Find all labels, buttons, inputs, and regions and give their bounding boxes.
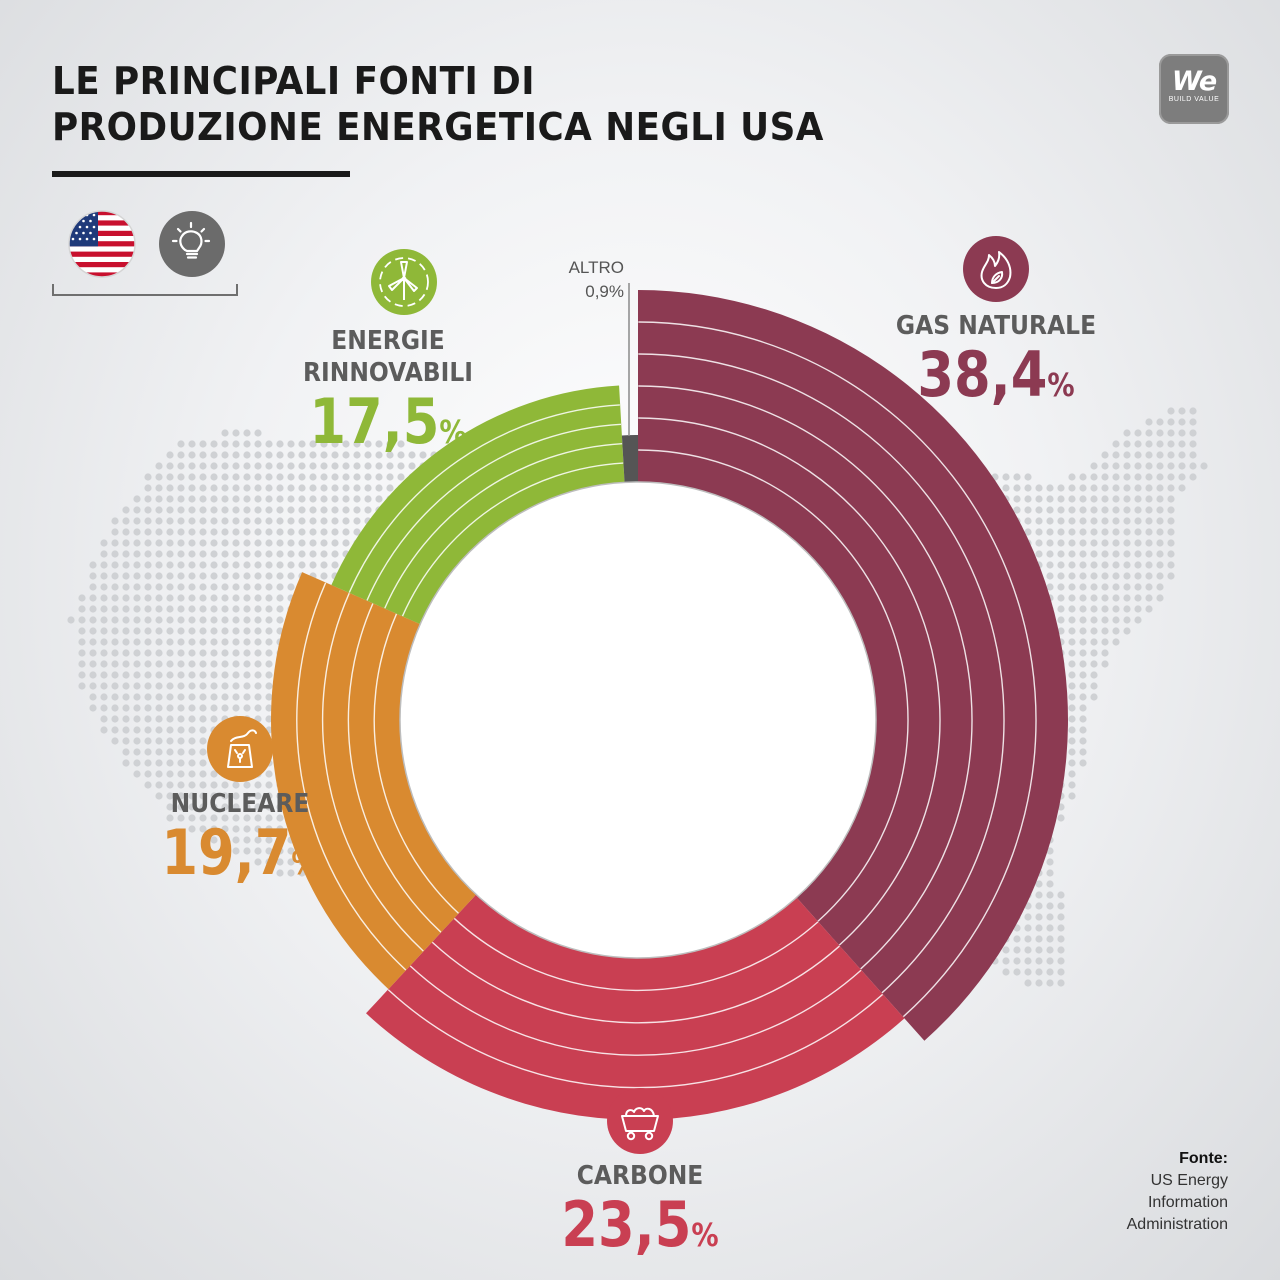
label-coal-value: 23,5 [561, 1188, 692, 1261]
source-line-1: US Energy [1150, 1172, 1228, 1189]
donut-segment-nucleare [271, 572, 477, 990]
donut-ring-line [348, 404, 620, 593]
donut-ring-line [638, 449, 909, 922]
source-line-2: Information [1147, 1194, 1228, 1211]
wind-turbine-icon [371, 249, 437, 315]
label-nuclear-name: NUCLEARE [170, 789, 310, 819]
label-renewables-value: 17,5 [309, 385, 440, 458]
donut-segment-energie-rinnovabili [331, 385, 625, 625]
donut-ring-line [384, 442, 623, 609]
label-coal-value-wrap: 23,5% [547, 1192, 734, 1268]
donut-ring-line [321, 592, 424, 952]
donut-ring-line [401, 462, 624, 617]
donut-ring-line [347, 603, 442, 933]
donut-ring-line [453, 917, 819, 992]
title-line-2: PRODUZIONE ENERGETICA NEGLI USA [52, 105, 824, 149]
label-coal-pct: % [691, 1216, 719, 1254]
source-line-3: Administration [1126, 1216, 1228, 1233]
nuclear-plant-icon [207, 716, 273, 782]
label-gas: GAS NATURALE 38,4% [868, 310, 1124, 418]
label-gas-name: GAS NATURALE [895, 311, 1097, 341]
donut-ring-line [638, 385, 973, 970]
label-renewables-pct: % [439, 413, 467, 451]
page-title: LE PRINCIPALI FONTI DI PRODUZIONE ENERGE… [52, 58, 824, 150]
label-altro-name: ALTRO [568, 258, 624, 277]
source-heading: Fonte: [1179, 1150, 1228, 1167]
donut-ring-line [638, 353, 1005, 994]
source-note: Fonte: US Energy Information Administrat… [1127, 1148, 1228, 1236]
donut-ring-line [409, 965, 862, 1056]
donut-segment-altro [621, 435, 638, 483]
title-underline [52, 171, 350, 177]
brand-logo: We BUILD VALUE [1159, 54, 1229, 124]
label-gas-value: 38,4 [917, 338, 1048, 411]
label-nuclear-value-wrap: 19,7% [155, 820, 325, 896]
donut-ring-line [638, 417, 941, 946]
label-renewables-name-1: ENERGIE [331, 326, 445, 356]
donut-segment-gas-naturale [638, 290, 1068, 1041]
label-nuclear-pct: % [291, 844, 319, 882]
label-gas-pct: % [1047, 366, 1075, 404]
usa-flag-icon [68, 210, 136, 278]
donut-ring-line [373, 613, 459, 914]
donut-ring-line [431, 941, 840, 1024]
label-renewables-name-2: RINNOVABILI [303, 358, 473, 388]
donut-ring-line [296, 582, 407, 971]
donut-center [399, 481, 877, 959]
coal-cart-icon [607, 1088, 673, 1154]
label-renewables: ENERGIE RINNOVABILI 17,5% [268, 325, 508, 465]
icon-bracket [52, 284, 238, 296]
label-coal-name: CARBONE [576, 1161, 704, 1191]
label-nuclear-value: 19,7 [161, 816, 292, 889]
donut-ring-line [638, 321, 1037, 1018]
donut-ring-line [387, 989, 884, 1089]
label-altro: ALTRO 0,9% [540, 256, 624, 304]
label-gas-value-wrap: 38,4% [887, 342, 1105, 418]
label-renewables-value-wrap: 17,5% [286, 389, 490, 465]
label-altro-value: 0,9% [585, 282, 624, 301]
donut-ring-line [366, 423, 622, 601]
lightbulb-icon [159, 211, 225, 277]
label-nuclear: NUCLEARE 19,7% [140, 788, 340, 896]
flame-icon [963, 236, 1029, 302]
label-coal: CARBONE 23,5% [530, 1160, 750, 1268]
title-line-1: LE PRINCIPALI FONTI DI [52, 59, 536, 103]
